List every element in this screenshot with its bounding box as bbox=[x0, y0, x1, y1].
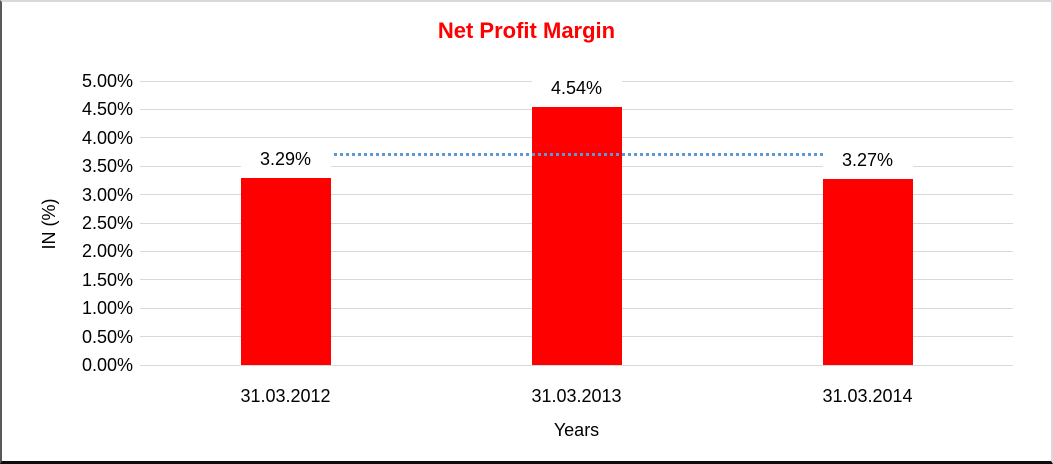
y-tick-label: 3.50% bbox=[81, 156, 133, 177]
y-tick-label: 5.00% bbox=[81, 71, 133, 91]
bar-31.03.2014 bbox=[822, 179, 913, 365]
x-axis-title: Years bbox=[553, 420, 600, 440]
y-tick-label: 3.00% bbox=[81, 184, 133, 205]
x-tick-label: 31.03.2013 bbox=[531, 386, 622, 406]
data-label: 4.54% bbox=[531, 79, 622, 98]
trendline bbox=[285, 153, 868, 157]
y-tick-label: 4.00% bbox=[81, 127, 133, 148]
chart-title: Net Profit Margin bbox=[437, 18, 616, 43]
x-tick-label: 31.03.2014 bbox=[822, 386, 913, 406]
y-gridline bbox=[140, 364, 1013, 366]
y-tick-label: 2.50% bbox=[81, 213, 133, 233]
y-tick-label: 1.50% bbox=[81, 269, 133, 290]
y-tick-label: 4.50% bbox=[81, 99, 133, 120]
plot-area: 3.29% 4.54% 3.27% bbox=[140, 79, 1013, 366]
data-label: 3.29% bbox=[240, 150, 331, 169]
y-tick-label: 2.00% bbox=[81, 241, 133, 262]
bar-31.03.2012 bbox=[240, 178, 331, 365]
y-tick-label: 0.00% bbox=[81, 355, 133, 375]
y-tick-label: 1.00% bbox=[81, 298, 133, 319]
data-label: 3.27% bbox=[822, 151, 913, 170]
x-tick-label: 31.03.2012 bbox=[240, 386, 331, 406]
y-tick-label: 0.50% bbox=[81, 326, 133, 347]
bar-31.03.2013 bbox=[531, 107, 622, 365]
